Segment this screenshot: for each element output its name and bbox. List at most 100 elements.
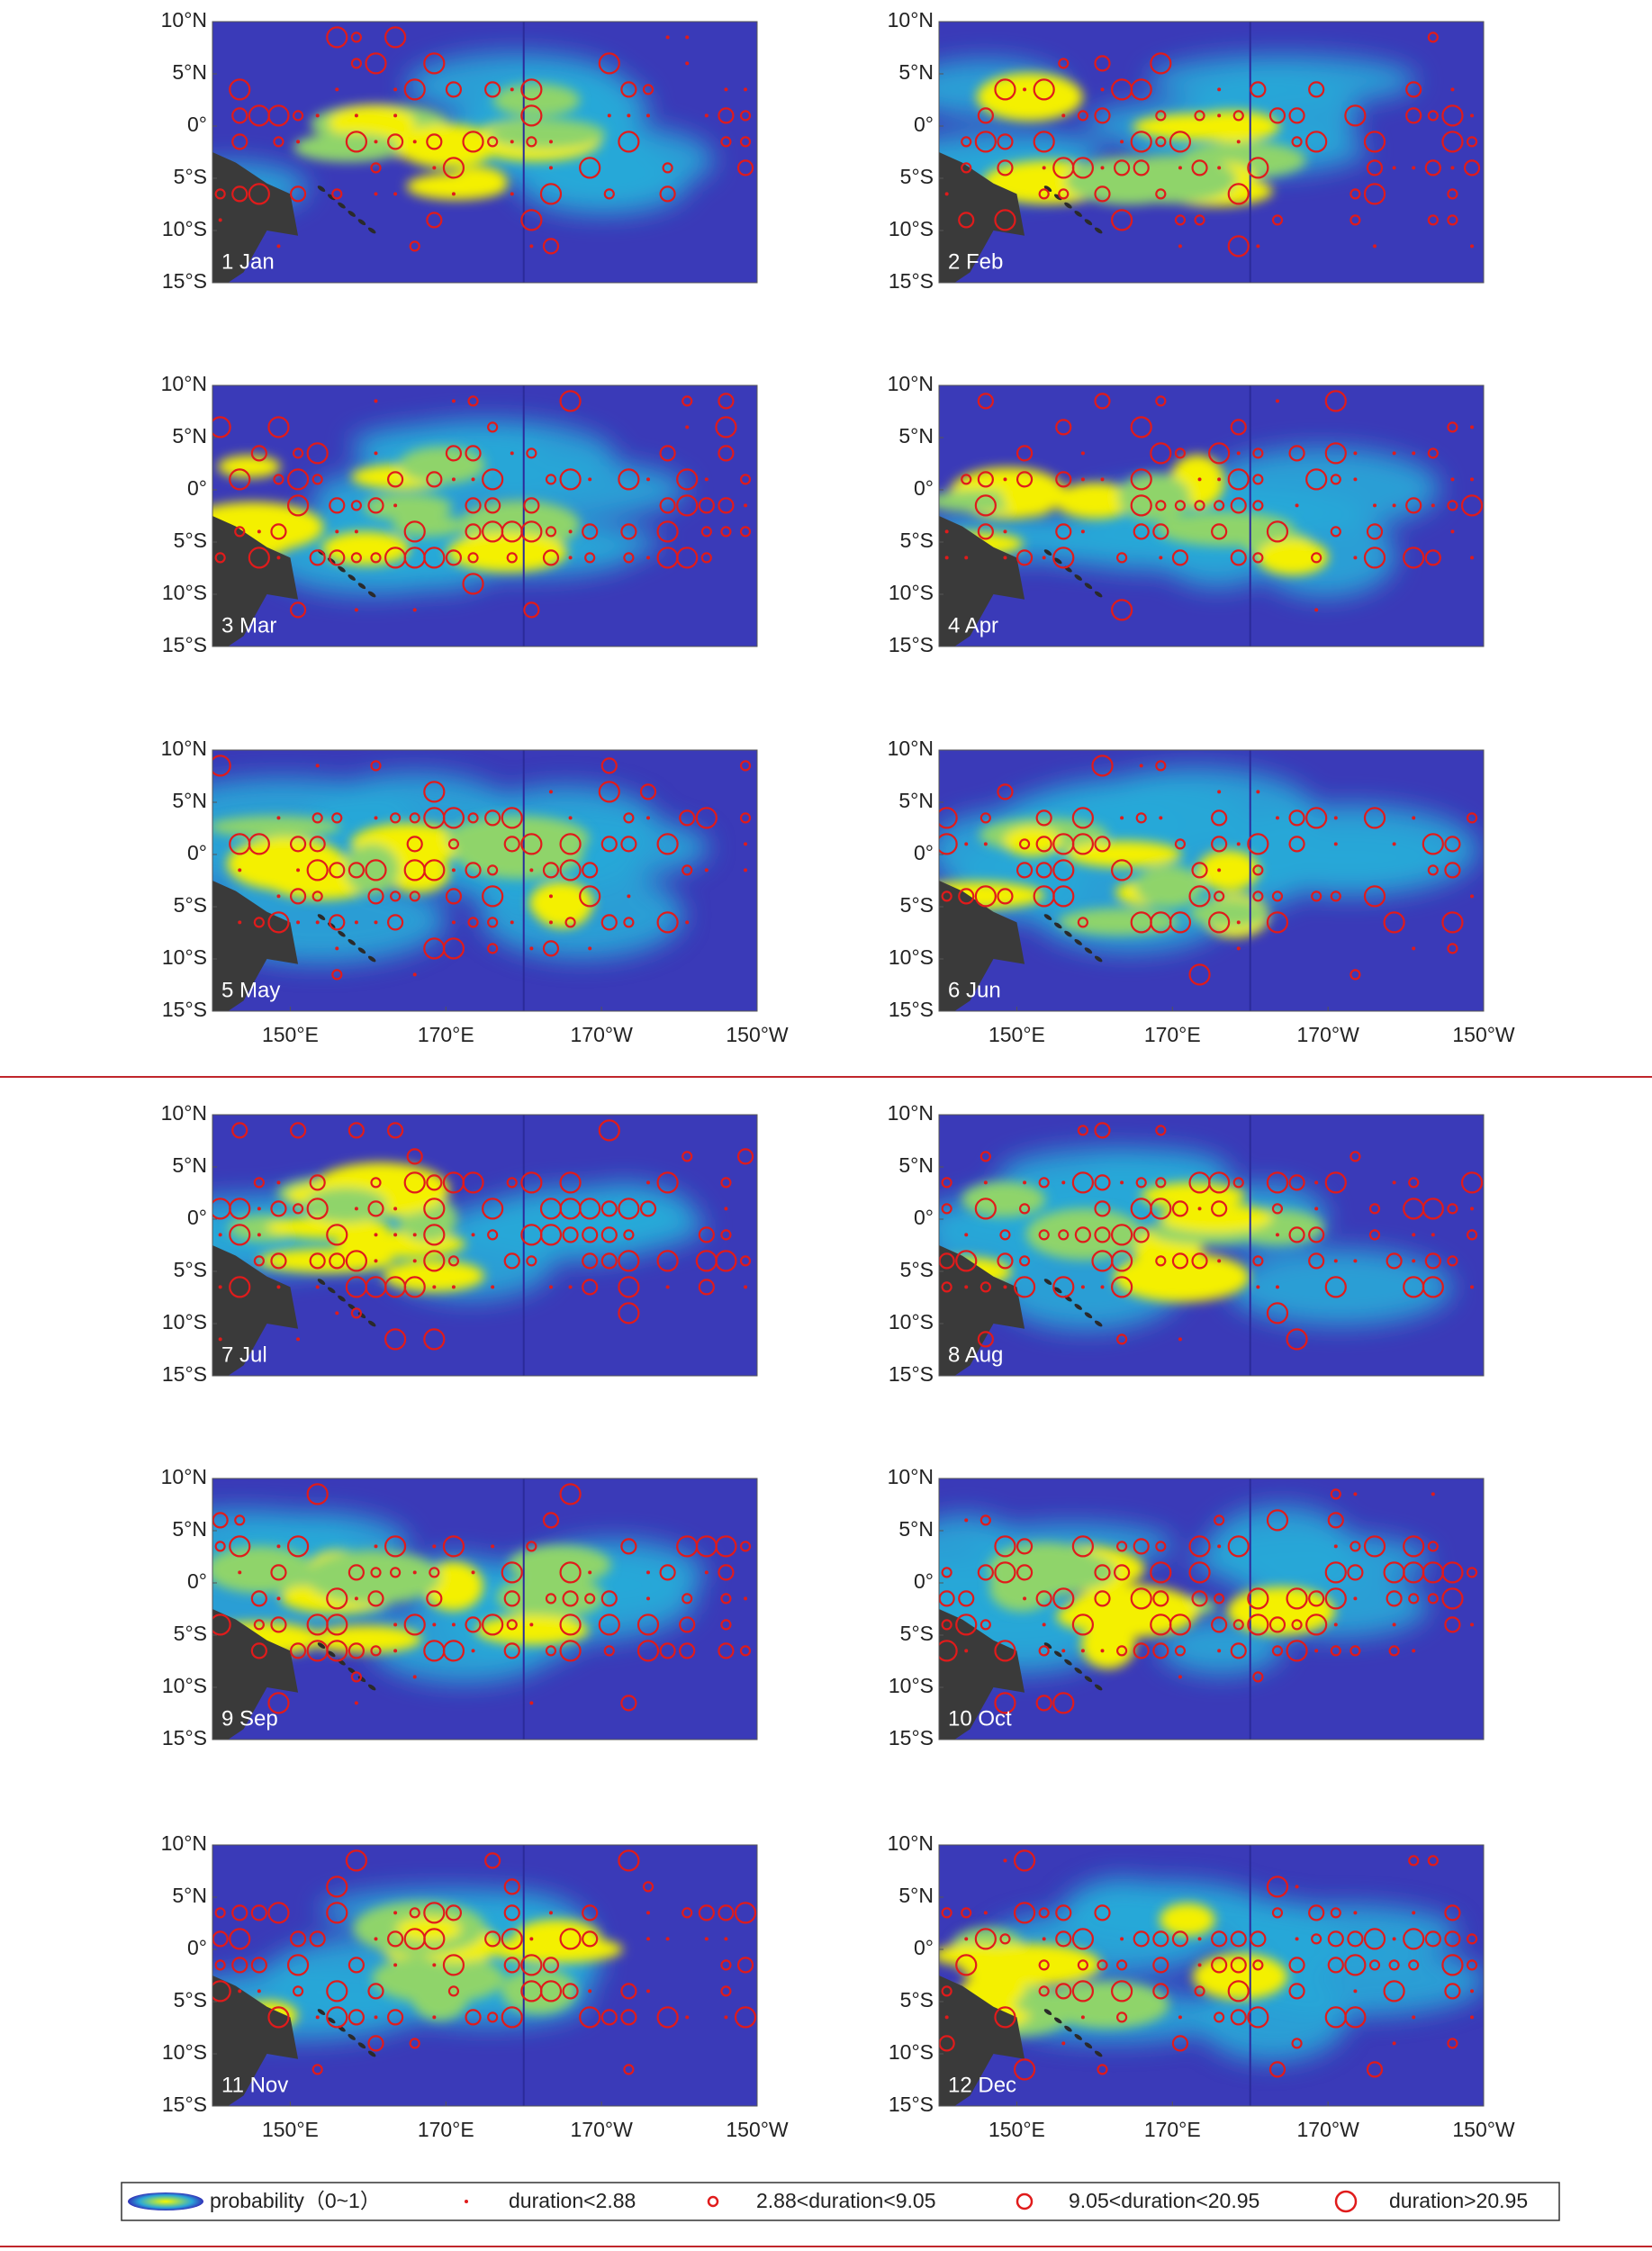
duration-circle (1288, 445, 1305, 462)
duration-circle (1305, 468, 1328, 491)
duration-circle (1174, 447, 1187, 459)
duration-circle (1171, 1200, 1189, 1217)
duration-circles (939, 1488, 1478, 1714)
duration-circle (506, 1619, 518, 1631)
duration-circle (1100, 1285, 1105, 1289)
duration-circle (977, 471, 994, 488)
duration-circle (720, 1593, 732, 1605)
duration-circle (1314, 608, 1319, 612)
legend-label: duration<2.88 (509, 2189, 636, 2212)
duration-circle (1275, 1233, 1279, 1237)
x-tick-label: 150°W (1452, 1023, 1515, 1046)
duration-circle (350, 58, 362, 69)
duration-circle (315, 113, 320, 118)
duration-circle (1214, 500, 1225, 511)
duration-circle (559, 859, 582, 881)
duration-circle (1412, 166, 1416, 170)
duration-circle (568, 816, 573, 820)
duration-circle (1194, 500, 1205, 511)
duration-circle (447, 1985, 460, 1997)
duration-circle (1016, 862, 1034, 879)
duration-circle (1194, 214, 1205, 226)
duration-circle (718, 497, 735, 514)
duration-circle (639, 783, 657, 800)
duration-circle (744, 842, 748, 846)
duration-circle (618, 1276, 640, 1298)
y-tick-label: 15°S (162, 1362, 207, 1386)
duration-circle (548, 790, 553, 794)
duration-circle (412, 140, 417, 144)
duration-circle (1071, 1535, 1094, 1558)
y-tick-label: 5°S (900, 529, 934, 552)
duration-circle (1080, 451, 1085, 456)
duration-circle (964, 1649, 969, 1653)
duration-circle (1155, 395, 1167, 407)
duration-circle (598, 1614, 620, 1636)
duration-circle (326, 1587, 348, 1610)
duration-circle (354, 1207, 358, 1211)
island (348, 939, 356, 945)
y-tick-label: 5°S (174, 1988, 207, 2011)
duration-circle (1247, 833, 1269, 855)
duration-circle (1252, 474, 1264, 485)
duration-circle (354, 1701, 358, 1705)
island (338, 202, 346, 209)
panel-label: 3 Mar (221, 613, 276, 637)
duration-circle (1097, 2064, 1108, 2075)
field-core (492, 84, 581, 117)
duration-circle (445, 445, 463, 462)
duration-circle (1003, 1858, 1007, 1863)
duration-circle (1197, 1963, 1202, 1967)
duration-circle (941, 1907, 952, 1919)
duration-circle (682, 1593, 693, 1605)
duration-circle (1194, 1985, 1205, 1997)
y-tick-label: 10°S (889, 2040, 934, 2064)
duration-circle (286, 494, 310, 517)
duration-circle (1055, 419, 1072, 436)
y-tick-label: 5°S (900, 1988, 934, 2011)
duration-circle (465, 523, 482, 540)
y-tick-label: 10°S (889, 945, 934, 969)
island (1074, 574, 1082, 581)
duration-circle (267, 416, 290, 438)
duration-circle (979, 1619, 991, 1631)
duration-circle (1392, 503, 1396, 508)
frame (212, 749, 758, 1012)
duration-circle (1324, 1276, 1347, 1298)
duration-circle (974, 1198, 997, 1220)
y-tick-label: 5°S (174, 1258, 207, 1281)
duration-circle (529, 1937, 534, 1941)
duration-circle (939, 2035, 955, 2052)
duration-circle (451, 1285, 456, 1289)
duration-circle (1252, 500, 1264, 511)
duration-circle (1227, 468, 1250, 491)
duration-circle (1116, 2011, 1128, 2023)
field-core (1001, 471, 1061, 517)
duration-circle (1018, 1255, 1031, 1267)
duration-circle (718, 445, 735, 462)
duration-circle (1116, 1645, 1128, 1657)
duration-circle (1447, 943, 1458, 954)
duration-circle (1427, 1593, 1439, 1605)
duration-circle (426, 1590, 443, 1607)
duration-circle (1055, 1930, 1072, 1948)
duration-circle (1330, 1645, 1341, 1657)
duration-circle (289, 836, 307, 853)
duration-circle (350, 1671, 362, 1683)
duration-circle (423, 547, 446, 569)
y-tick-label: 5°N (898, 1884, 934, 1907)
island (338, 1295, 346, 1302)
duration-circle (1333, 816, 1338, 820)
x-tick-label: 170°E (1144, 2118, 1201, 2141)
duration-circle (1412, 451, 1416, 456)
duration-circle (1275, 1285, 1279, 1289)
duration-circle (1288, 836, 1305, 853)
map-panel: 3 Mar 10°N 5°N 0° 5°S 10°S 15°S (161, 372, 758, 656)
duration-circle (944, 192, 949, 196)
y-tick-label: 10°S (162, 945, 207, 969)
field-core (1005, 1551, 1117, 1592)
duration-circle (309, 1252, 326, 1270)
duration-circle (958, 888, 975, 905)
frame (212, 1844, 758, 2107)
duration-circle (1155, 1255, 1167, 1267)
